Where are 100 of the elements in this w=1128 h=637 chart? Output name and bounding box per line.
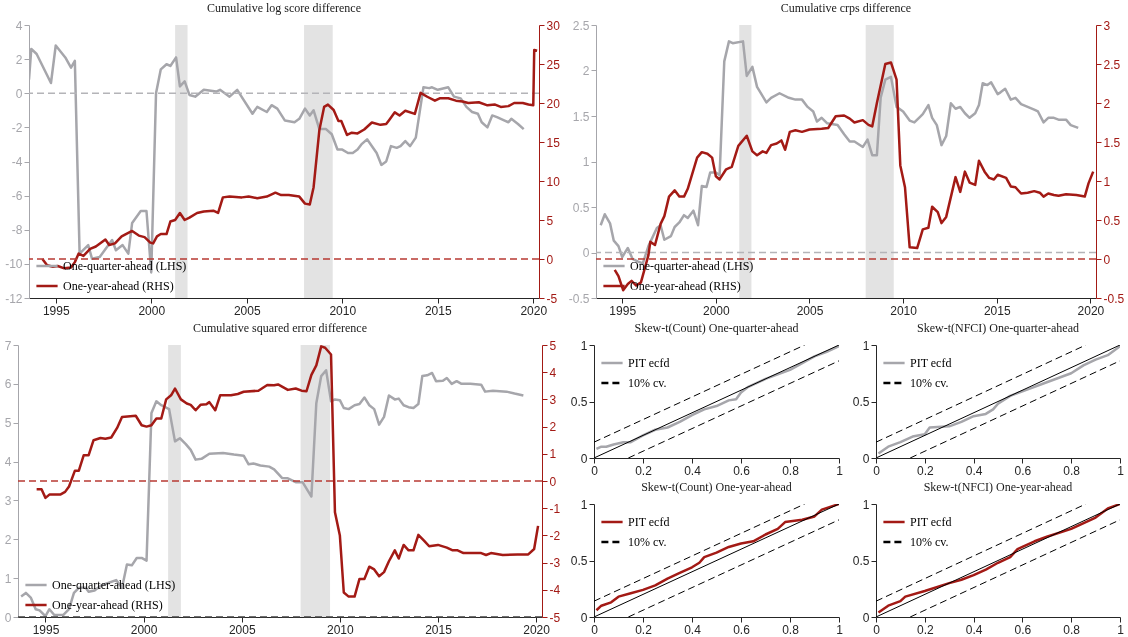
- legend-label: 10% cv.: [628, 376, 667, 390]
- y-tick-label: 3: [4, 493, 12, 508]
- y2-tick-label: -5: [549, 610, 561, 625]
- x-tick-label: 2005: [796, 303, 824, 318]
- x-tick-label: 2005: [228, 622, 256, 637]
- x-tick-label: 0.6: [733, 463, 751, 478]
- y-tick-label: 0.5: [572, 200, 590, 215]
- y2-tick-label: -2: [549, 528, 561, 543]
- y-tick-label: 1: [862, 497, 870, 512]
- y2-tick-label: 3: [549, 392, 557, 407]
- x-tick-label: 1995: [609, 303, 637, 318]
- x-tick-label: 1: [836, 463, 844, 478]
- legend-label: One-year-ahead (RHS): [63, 279, 174, 293]
- x-tick-label: 2000: [138, 303, 166, 318]
- y2-tick-label: 1: [1103, 174, 1111, 189]
- y-tick-label: 1: [580, 497, 588, 512]
- y2-tick-label: 2: [1103, 96, 1111, 111]
- legend-label: One-quarter-ahead (LHS): [52, 578, 176, 592]
- legend-label: One-quarter-ahead (LHS): [63, 259, 187, 273]
- y2-tick-label: 0.5: [1103, 213, 1121, 228]
- y-tick-label: 0.5: [852, 554, 870, 568]
- x-tick-label: 1: [836, 622, 844, 637]
- y-tick-label: 0: [4, 610, 12, 625]
- y-tick-label: 0.5: [570, 554, 588, 568]
- y2-tick-label: -1: [549, 501, 561, 516]
- y-tick-label: 0: [582, 246, 590, 260]
- x-tick-label: 2020: [523, 622, 551, 637]
- y-tick-label: 0.5: [570, 395, 588, 409]
- y2-tick-label: 15: [546, 135, 561, 150]
- chart-title: Cumulative log score difference: [206, 1, 362, 15]
- chart-title: Cumulative crps difference: [780, 1, 912, 15]
- y-tick-label: 0: [580, 610, 588, 625]
- legend-label: One-year-ahead (RHS): [630, 279, 741, 293]
- y-tick-label: 0: [580, 451, 588, 466]
- y2-tick-label: -4: [549, 583, 561, 598]
- x-tick-label: 0: [873, 463, 881, 478]
- x-tick-label: 1995: [42, 303, 70, 318]
- chart-title: Skew-t(NFCI) One-year-ahead: [923, 480, 1073, 494]
- legend-label: PIT ecfd: [628, 515, 670, 529]
- y-tick-label: 1: [4, 571, 12, 586]
- y-tick-label: 0: [15, 86, 23, 101]
- x-tick-label: 2010: [327, 622, 355, 637]
- x-tick-label: 1: [1117, 463, 1125, 478]
- legend-label: One-year-ahead (RHS): [52, 598, 163, 612]
- y2-tick-label: 1.5: [1103, 135, 1121, 150]
- legend-label: 10% cv.: [628, 535, 667, 549]
- x-tick-label: 1: [1117, 622, 1125, 637]
- y2-tick-label: 10: [546, 174, 561, 189]
- x-tick-label: 0.8: [1063, 463, 1081, 478]
- y2-tick-label: 5: [546, 213, 554, 228]
- x-tick-label: 0.4: [965, 622, 983, 637]
- y-tick-label: 4: [4, 455, 12, 470]
- x-tick-label: 1995: [32, 622, 60, 637]
- x-tick-label: 0: [873, 622, 881, 637]
- y-tick-label: 1: [862, 338, 870, 353]
- y-tick-label: 0.5: [852, 395, 870, 409]
- x-tick-label: 0.2: [916, 463, 934, 478]
- legend-label: 10% cv.: [910, 535, 949, 549]
- legend-label: 10% cv.: [910, 376, 949, 390]
- y-tick-label: 1: [582, 155, 590, 169]
- x-tick-label: 0.8: [782, 622, 800, 637]
- x-tick-label: 0.6: [1014, 463, 1032, 478]
- x-tick-label: 0.4: [684, 463, 702, 478]
- x-tick-label: 2000: [130, 622, 158, 637]
- x-tick-label: 2020: [520, 303, 548, 318]
- y-tick-label: 0: [862, 610, 870, 625]
- chart-title: Skew-t(NFCI) One-quarter-ahead: [916, 321, 1080, 335]
- x-tick-label: 2020: [1077, 303, 1105, 318]
- x-tick-label: 2010: [890, 303, 918, 318]
- y-tick-label: 5: [4, 416, 12, 431]
- y-tick-label: -4: [11, 155, 23, 169]
- y-tick-label: -8: [11, 223, 23, 238]
- x-tick-label: 2010: [329, 303, 357, 318]
- y2-tick-label: 2: [549, 420, 557, 435]
- legend-label: PIT ecfd: [910, 356, 952, 370]
- y-tick-label: -0.5: [568, 291, 590, 306]
- chart-title: Skew-t(Count) One-quarter-ahead: [634, 321, 799, 335]
- y-tick-label: 4: [15, 18, 23, 33]
- x-tick-label: 0.2: [635, 463, 653, 478]
- x-tick-label: 2000: [703, 303, 731, 318]
- y-tick-label: 2.5: [572, 18, 590, 33]
- x-tick-label: 2015: [424, 303, 452, 318]
- legend-label: PIT ecfd: [910, 515, 952, 529]
- y-tick-label: 0: [862, 451, 870, 466]
- y-tick-label: 2: [4, 532, 12, 547]
- y2-tick-label: 25: [546, 57, 561, 72]
- y-tick-label: 2: [582, 64, 590, 78]
- y2-tick-label: 4: [549, 365, 557, 380]
- x-tick-label: 0.4: [965, 463, 983, 478]
- x-tick-label: 2005: [233, 303, 261, 318]
- y2-tick-label: 3: [1103, 18, 1111, 33]
- y2-tick-label: 30: [546, 18, 561, 33]
- y2-tick-label: -3: [549, 556, 561, 571]
- x-tick-label: 2015: [983, 303, 1011, 318]
- y2-tick-label: 2.5: [1103, 57, 1121, 72]
- x-tick-label: 0.6: [733, 622, 751, 637]
- x-tick-label: 0.2: [916, 622, 934, 637]
- y2-tick-label: 0: [549, 474, 557, 489]
- line-series: [35, 345, 540, 598]
- y2-tick-label: -0.5: [1103, 291, 1125, 306]
